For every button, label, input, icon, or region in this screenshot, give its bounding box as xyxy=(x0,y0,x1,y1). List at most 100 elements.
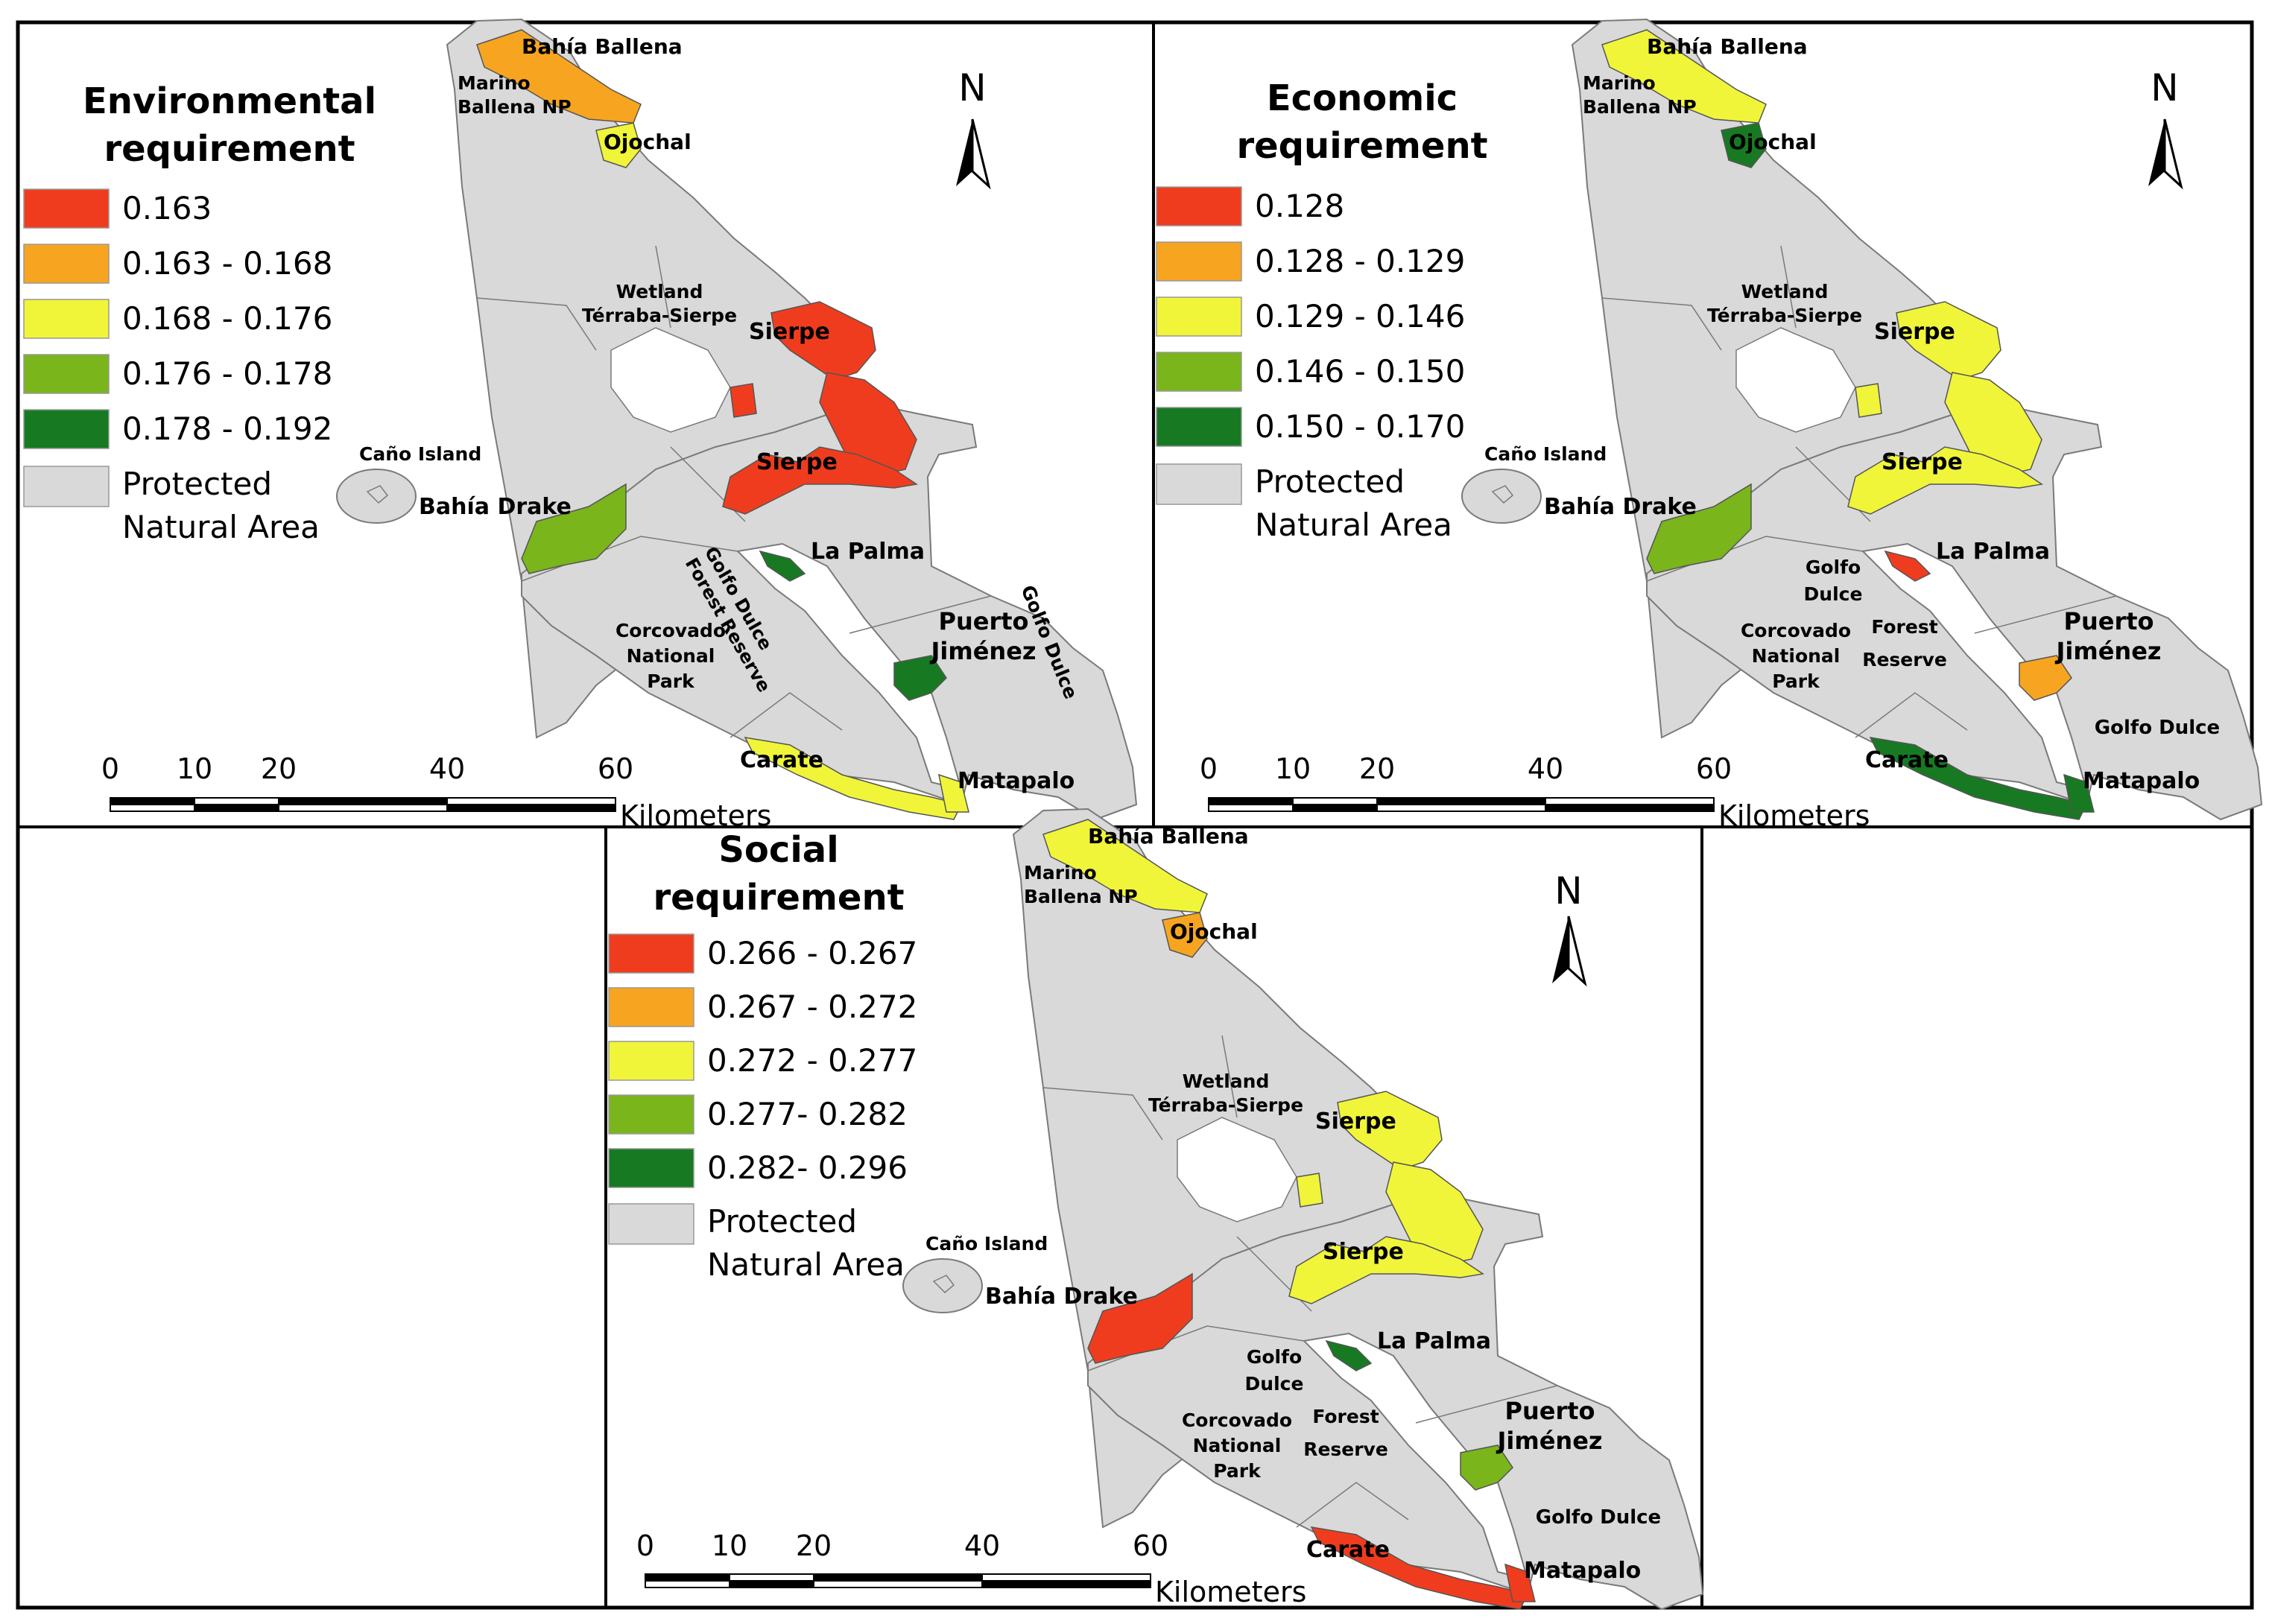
label-matapalo: Matapalo xyxy=(958,768,1075,794)
label-marino-ballena: Marino xyxy=(1024,862,1097,884)
region-smallN xyxy=(1296,1173,1323,1208)
label-gd-reserve: Dulce xyxy=(1245,1373,1304,1395)
legend-label: 0.282- 0.296 xyxy=(707,1149,908,1186)
legend-swatch xyxy=(23,354,110,394)
legend-swatch xyxy=(23,188,110,229)
region-sierpeS xyxy=(1847,446,2043,515)
north-label: N xyxy=(1554,869,1582,913)
legend-label: 0.128 xyxy=(1255,188,1344,224)
legend-label-protected: Protected xyxy=(707,1203,857,1240)
region-smallN xyxy=(1855,383,1882,418)
label-corcovado: Park xyxy=(647,670,695,692)
label-gd-reserve: Dulce xyxy=(1804,583,1863,605)
region-matapalo xyxy=(2063,773,2095,813)
scale-bar-segment xyxy=(278,797,448,805)
legend-label-protected: Natural Area xyxy=(707,1246,905,1283)
label-gd-reserve: Reserve xyxy=(1303,1439,1388,1460)
legend-swatch xyxy=(608,987,694,1027)
label-gd-reserve: Golfo xyxy=(1806,556,1861,578)
north-arrow-icon xyxy=(2147,118,2183,188)
scale-bar-segment xyxy=(981,1580,1151,1588)
legend-swatch-protected xyxy=(23,466,110,507)
label-ojochal: Ojochal xyxy=(604,130,692,154)
legend-swatch xyxy=(608,1148,694,1188)
north-label: N xyxy=(2151,66,2178,110)
label-gd-reserve: Forest xyxy=(1312,1406,1379,1427)
peninsula-shape xyxy=(1461,19,2262,820)
legend-swatch-protected xyxy=(608,1203,694,1245)
region-drake xyxy=(521,483,627,574)
label-sierpe-south: Sierpe xyxy=(1882,449,1963,475)
scale-bar-segment xyxy=(1208,797,1294,805)
scale-bar-segment xyxy=(446,804,616,812)
label-cano-island: Caño Island xyxy=(925,1233,1048,1255)
scale-unit: Kilometers xyxy=(1155,1576,1306,1608)
label-sierpe-north: Sierpe xyxy=(749,319,830,345)
north-arrow-icon xyxy=(1551,915,1586,985)
scale-bar-segment xyxy=(446,797,616,805)
region-matapalo xyxy=(1504,1563,1536,1602)
scale-bar-segment xyxy=(1545,797,1715,805)
map-title: requirement xyxy=(653,877,904,919)
scale-bar-segment xyxy=(110,804,195,812)
label-la-palma: La Palma xyxy=(1377,1328,1491,1354)
label-puerto-jimenez: Jiménez xyxy=(1496,1427,1602,1455)
label-corcovado: National xyxy=(1752,645,1841,667)
map-title: Economic xyxy=(1267,77,1458,119)
label-corcovado: Corcovado xyxy=(1182,1409,1292,1431)
scale-tick-label: 0 xyxy=(636,1529,654,1562)
region-smallN xyxy=(730,383,757,418)
region-palma xyxy=(759,550,806,582)
scale-bar-segment xyxy=(981,1573,1151,1582)
label-corcovado: Corcovado xyxy=(1741,620,1851,641)
scale-tick-label: 60 xyxy=(1696,752,1732,785)
scale-bar-segment xyxy=(194,797,279,805)
scale-bar-segment xyxy=(645,1573,730,1582)
label-carate: Carate xyxy=(740,747,823,773)
region-palma xyxy=(1884,550,1931,582)
label-wetland: Wetland xyxy=(616,281,703,302)
label-bahia-ballena: Bahía Ballena xyxy=(1088,824,1249,849)
scale-bar-segment xyxy=(813,1573,983,1582)
label-bahia-drake: Bahía Drake xyxy=(419,494,572,520)
scale-bar-segment xyxy=(813,1580,983,1588)
label-gd-reserve: Golfo xyxy=(1247,1346,1302,1368)
legend-label: 0.168 - 0.176 xyxy=(122,300,332,337)
region-drake xyxy=(1646,483,1752,574)
region-ojochal xyxy=(1721,122,1767,168)
legend-label: 0.178 - 0.192 xyxy=(122,410,332,447)
legend-label: 0.277- 0.282 xyxy=(707,1096,908,1132)
scale-bar-segment xyxy=(194,804,279,812)
label-sierpe-north: Sierpe xyxy=(1874,319,1955,345)
region-drake xyxy=(1087,1272,1193,1364)
label-wetland: Térraba-Sierpe xyxy=(1148,1094,1303,1116)
legend-label: 0.163 - 0.168 xyxy=(122,245,332,282)
label-corcovado: Park xyxy=(1772,670,1820,692)
scale-unit: Kilometers xyxy=(1718,799,1870,832)
label-la-palma: La Palma xyxy=(1936,539,2050,565)
region-ojochal xyxy=(595,122,642,168)
scale-bar-segment xyxy=(729,1573,814,1582)
legend-label-protected: Natural Area xyxy=(1255,507,1452,543)
region-puerto xyxy=(1460,1444,1513,1491)
label-corcovado: Park xyxy=(1213,1460,1262,1482)
scale-tick-label: 20 xyxy=(1359,752,1395,785)
legend-swatch xyxy=(1156,352,1242,392)
label-marino-ballena: Ballena NP xyxy=(458,96,572,118)
label-bahia-drake: Bahía Drake xyxy=(985,1284,1138,1310)
label-gd-reserve: Forest xyxy=(1871,616,1937,638)
legend-swatch xyxy=(23,299,110,339)
scale-bar-segment xyxy=(1376,797,1546,805)
legend-label: 0.176 - 0.178 xyxy=(122,355,332,392)
scale-tick-label: 20 xyxy=(261,752,297,785)
label-puerto-jimenez: Puerto xyxy=(939,607,1029,635)
legend-swatch xyxy=(1156,186,1242,226)
legend-swatch-protected xyxy=(1156,463,1242,505)
scale-bar-segment xyxy=(1292,804,1378,812)
legend-label: 0.146 - 0.150 xyxy=(1255,353,1465,390)
region-sierpeS xyxy=(722,446,918,515)
